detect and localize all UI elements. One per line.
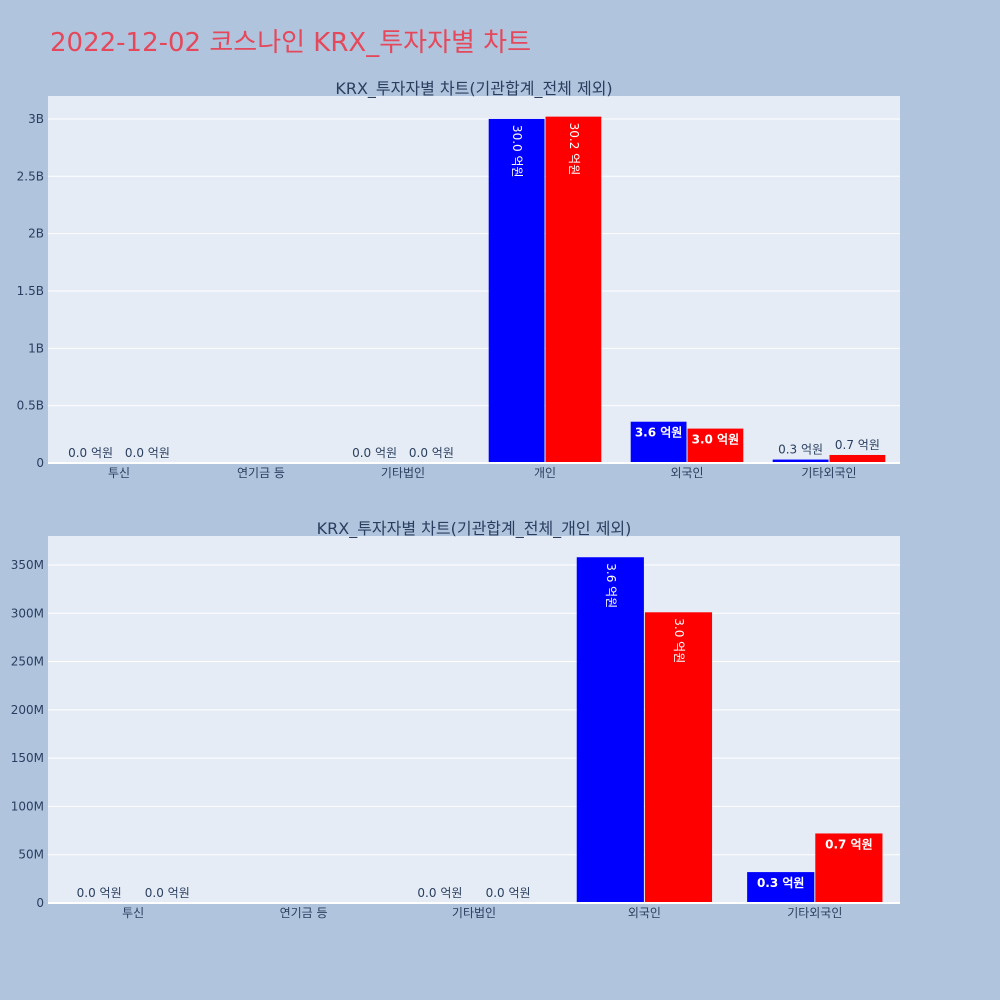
xtick-label-0-4: 외국인 [670,466,703,480]
plot-area-1 [48,536,900,903]
ytick-label-1-5: 250M [11,655,44,669]
data-label-0-0-0: 0.0 억원 [68,446,113,460]
data-label-0-1-0: 0.0 억원 [125,446,170,460]
ytick-label-1-3: 150M [11,751,44,765]
page-title: 2022-12-02 코스나인 KRX_투자자별 차트 [50,28,532,58]
data-label-1-1-0: 0.0 억원 [145,886,190,900]
ytick-label-0-0: 0 [36,456,44,470]
ytick-label-1-6: 300M [11,606,44,620]
data-label-0-0-3: 30.0 억원 [510,125,524,178]
ytick-label-0-6: 3B [28,112,44,126]
bar-0-0-3 [488,118,545,463]
data-label-0-1-4: 3.0 억원 [692,433,740,447]
bar-1-1-3 [644,612,713,903]
data-label-1-0-2: 0.0 억원 [417,886,462,900]
data-label-0-1-5: 0.7 억원 [835,438,880,452]
bar-1-1-4 [815,833,883,903]
data-label-0-1-3: 30.2 억원 [567,123,581,176]
bar-0-1-3 [545,116,602,464]
data-label-0-1-2: 0.0 억원 [409,446,454,460]
xtick-label-1-2: 기타법인 [452,906,496,920]
chart-title-1: KRX_투자자별 차트(기관합계_전체_개인 제외) [317,519,632,539]
chart-title-0: KRX_투자자별 차트(기관합계_전체 제외) [335,79,612,99]
xtick-label-1-1: 연기금 등 [280,906,328,920]
data-label-1-1-4: 0.7 억원 [825,837,873,851]
ytick-label-0-3: 1.5B [17,284,44,298]
bar-1-0-3 [576,557,644,903]
ytick-label-1-0: 0 [36,896,44,910]
data-label-0-0-5: 0.3 억원 [778,443,823,457]
ytick-label-0-1: 0.5B [17,399,44,413]
data-label-0-0-4: 3.6 억원 [635,426,683,440]
data-label-1-1-3: 3.0 억원 [672,618,686,663]
ytick-label-0-5: 2.5B [17,169,44,183]
xtick-label-0-2: 기타법인 [381,466,425,480]
bar-0-0-4 [630,421,687,463]
plot-area-0 [48,96,900,463]
data-label-1-0-0: 0.0 억원 [77,886,122,900]
bar-0-0-5 [772,459,829,463]
data-label-0-0-2: 0.0 억원 [352,446,397,460]
ytick-label-1-1: 50M [18,848,44,862]
xtick-label-1-0: 투신 [122,906,144,920]
xtick-label-0-3: 개인 [534,466,556,480]
ytick-label-1-4: 200M [11,703,44,717]
ytick-label-0-2: 1B [28,341,44,355]
bar-0-1-4 [687,428,744,463]
xtick-label-0-0: 투신 [108,466,130,480]
ytick-label-1-2: 100M [11,799,44,813]
data-label-1-0-4: 0.3 억원 [757,876,805,890]
xtick-label-0-5: 기타외국인 [801,466,856,480]
xtick-label-0-1: 연기금 등 [237,466,285,480]
ytick-label-1-7: 350M [11,558,44,572]
ytick-label-0-4: 2B [28,227,44,241]
xtick-label-1-3: 외국인 [628,906,661,920]
data-label-1-1-2: 0.0 억원 [486,886,531,900]
bar-0-1-5 [829,454,886,463]
data-label-1-0-3: 3.6 억원 [604,563,618,608]
bar-1-0-4 [747,872,815,903]
xtick-label-1-4: 기타외국인 [787,906,842,920]
